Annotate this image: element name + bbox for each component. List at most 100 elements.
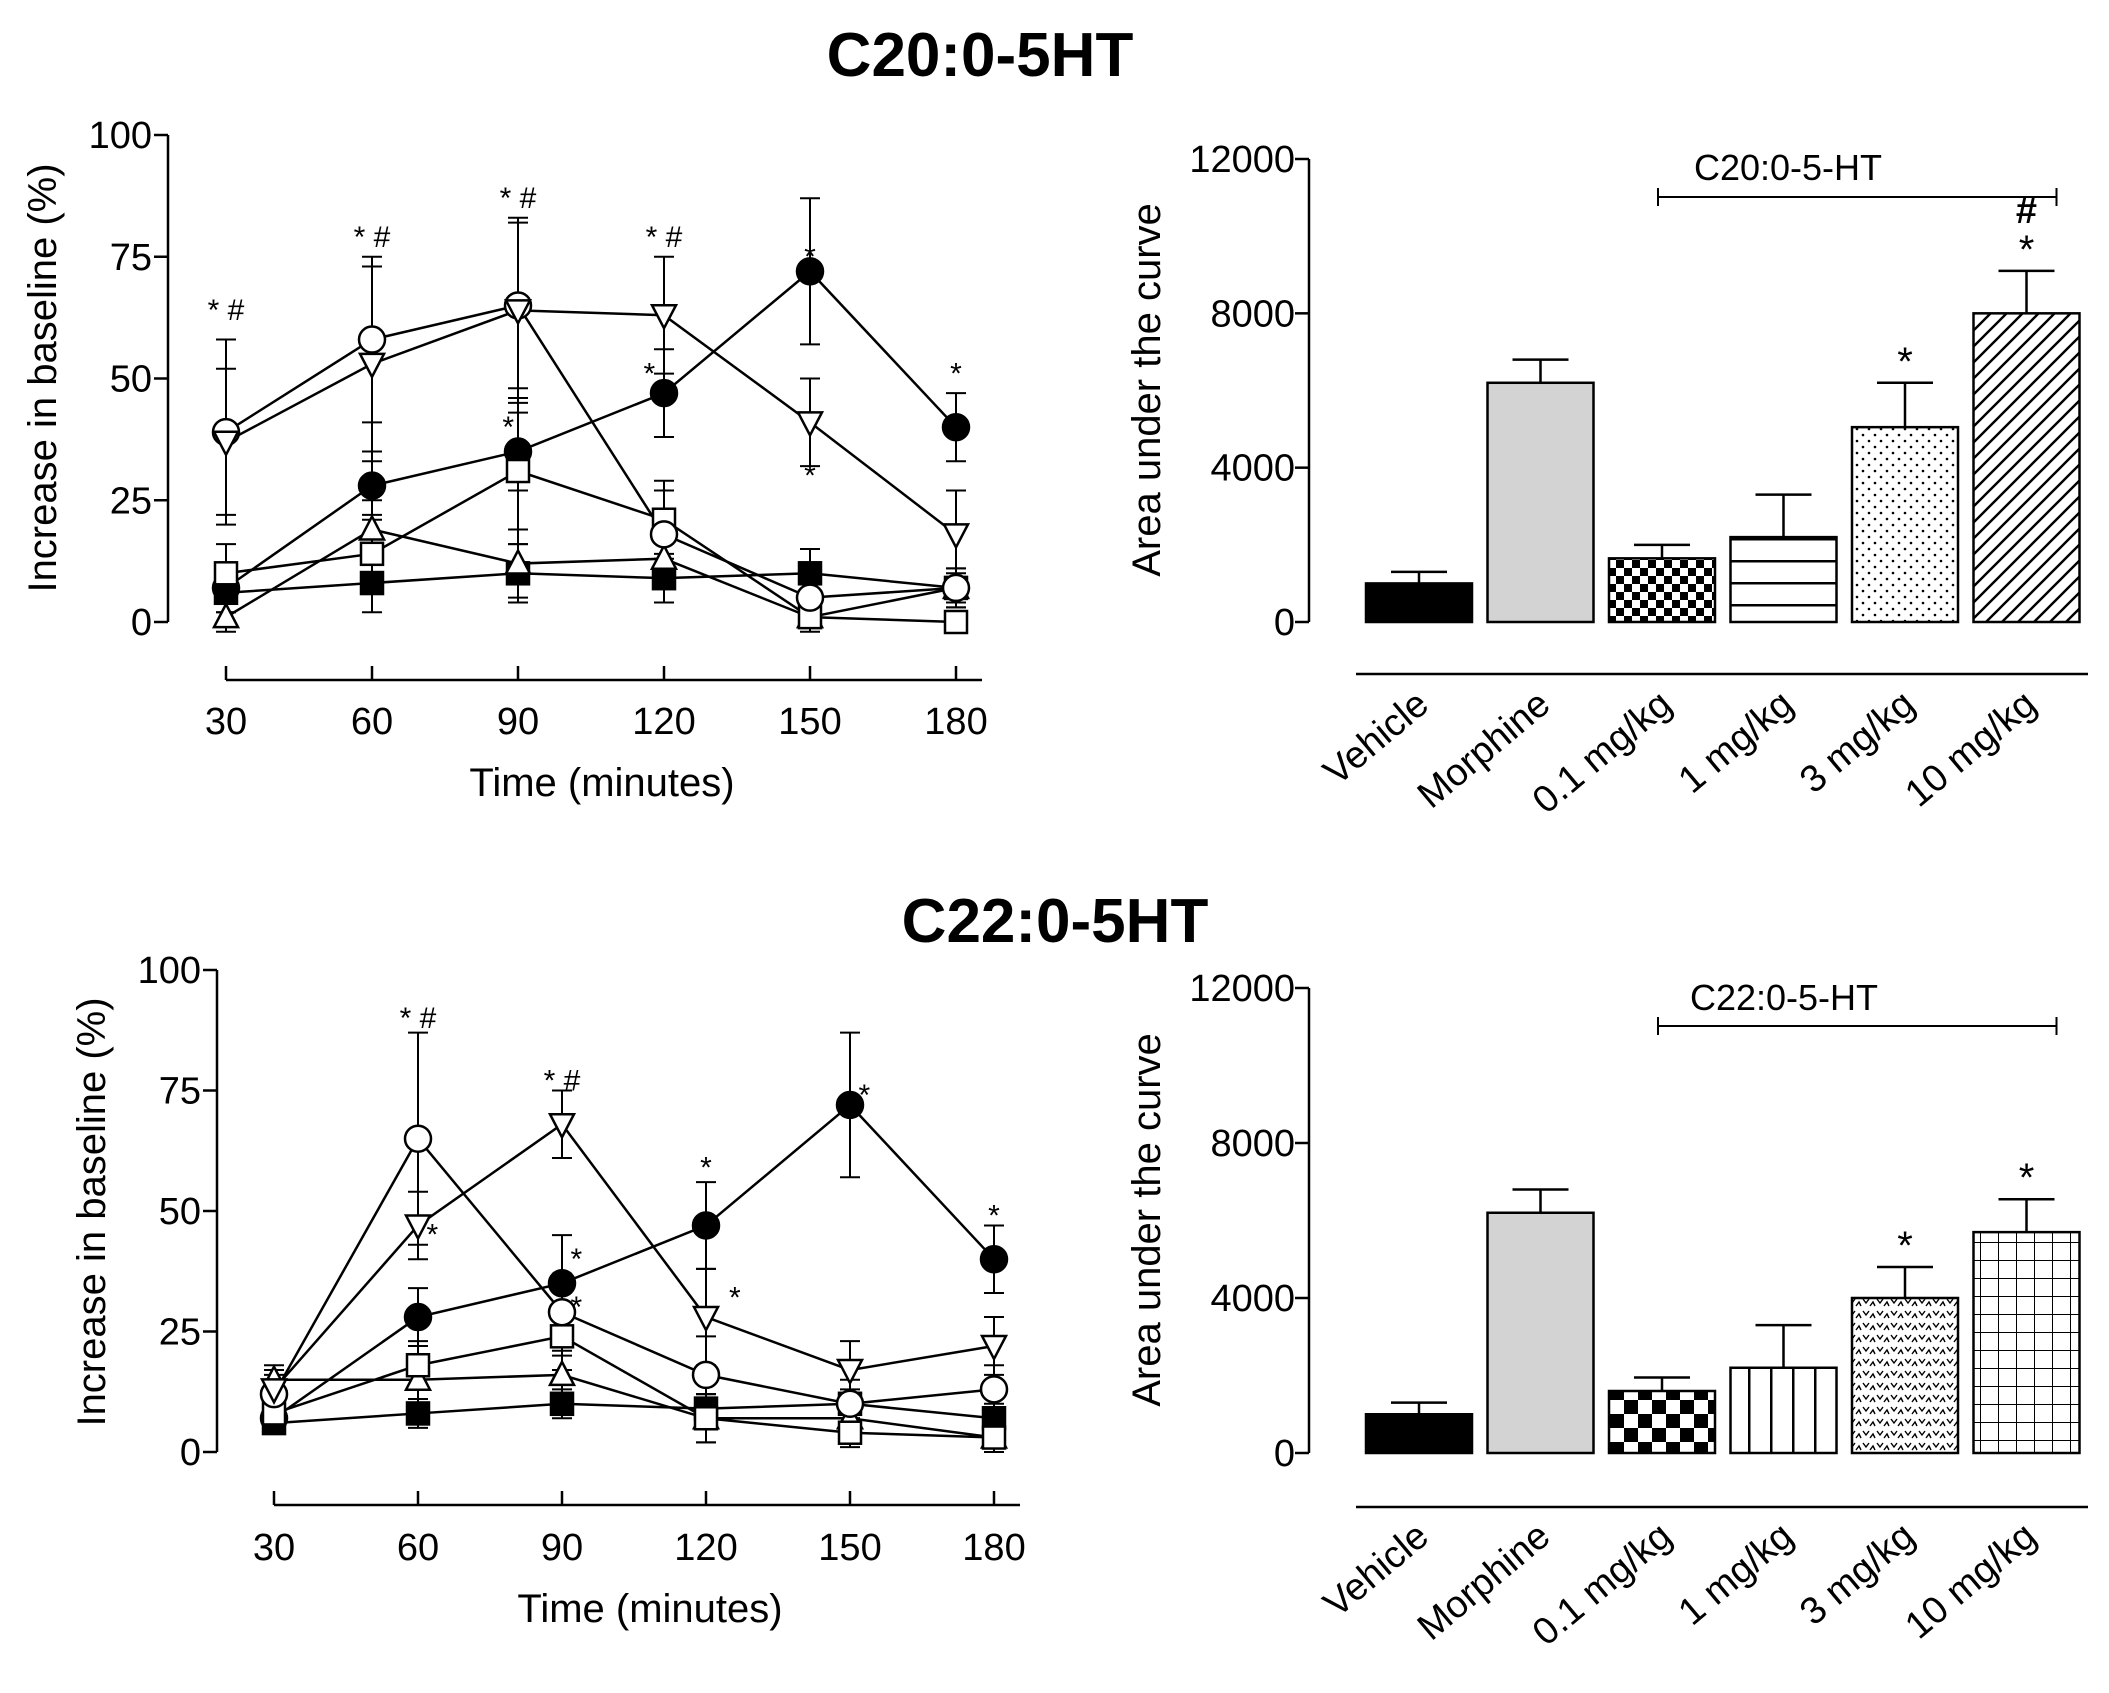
significance-mark: * xyxy=(571,1243,583,1276)
series-line-10-mg-kg xyxy=(225,309,957,536)
significance-mark: * xyxy=(1897,340,1913,384)
x-tick-label: 150 xyxy=(778,701,841,743)
bar-10-mg-kg xyxy=(1972,312,2081,624)
bar-0-1-mg-kg xyxy=(1607,1389,1717,1455)
data-point xyxy=(505,458,531,484)
bar-0-1-mg-kg xyxy=(1607,557,1717,624)
series-line-vehicle xyxy=(273,1402,995,1425)
data-point xyxy=(941,523,971,551)
y-tick-label: 8000 xyxy=(1210,1123,1295,1165)
bar-1-mg-kg xyxy=(1729,535,1838,624)
y-tick-label: 8000 xyxy=(1210,293,1295,335)
x-tick-label: 150 xyxy=(818,1527,881,1569)
data-point xyxy=(211,601,241,629)
x-tick-label: 180 xyxy=(962,1527,1025,1569)
data-point xyxy=(795,411,825,439)
significance-mark: * xyxy=(729,1281,741,1314)
data-point xyxy=(941,573,971,603)
significance-mark: * xyxy=(804,240,816,273)
data-point xyxy=(547,1269,577,1298)
series-line-0-1-mg-kg xyxy=(274,1373,995,1439)
data-point xyxy=(549,1391,575,1417)
data-point xyxy=(213,561,239,586)
y-tick-label: 12000 xyxy=(1189,968,1295,1010)
x-tick-label: 30 xyxy=(205,701,247,743)
series-line-1-mg-kg xyxy=(225,469,957,624)
y-tick-label: 0 xyxy=(1274,602,1295,644)
significance-mark: * # xyxy=(500,182,537,215)
y-tick-label: 12000 xyxy=(1189,139,1295,181)
data-point xyxy=(357,325,387,354)
y-axis-label: Area under the curve xyxy=(1125,203,1169,577)
data-point xyxy=(259,1378,289,1406)
y-tick-label: 25 xyxy=(159,1312,201,1354)
y-tick-label: 25 xyxy=(110,480,152,522)
significance-mark: * xyxy=(1897,1224,1913,1268)
bar-vehicle xyxy=(1364,582,1474,624)
series-line-10-mg-kg xyxy=(273,1122,995,1391)
c22-time-course-panel: 0 25 50 75 100 30 60 90 120 150 180 Time (minutes) I… xyxy=(70,950,1026,1631)
bar-morphine xyxy=(1486,1211,1595,1455)
data-point xyxy=(547,1112,577,1140)
y-tick-label: 0 xyxy=(180,1432,201,1474)
data-point xyxy=(357,352,387,380)
section-title-bottom: C22:0-5HT xyxy=(902,887,1209,956)
bar-3-mg-kg xyxy=(1850,425,1960,624)
x-axis-label: Time (minutes) xyxy=(517,1587,782,1631)
category-label: 10 mg/kg xyxy=(1898,683,2045,816)
data-point xyxy=(651,565,677,591)
data-point xyxy=(649,520,679,549)
y-tick-label: 0 xyxy=(1274,1433,1295,1475)
data-point xyxy=(405,1401,431,1426)
data-point xyxy=(835,1389,865,1419)
data-point xyxy=(359,541,385,567)
bar-vehicle xyxy=(1364,1413,1474,1455)
data-point xyxy=(835,1358,865,1386)
significance-mark: * xyxy=(2019,1156,2035,1200)
data-point xyxy=(359,570,385,596)
data-point xyxy=(943,609,969,635)
category-label: 1 mg/kg xyxy=(1671,1515,1802,1634)
data-point xyxy=(837,1420,863,1445)
bar-3-mg-kg xyxy=(1850,1296,1960,1455)
data-point xyxy=(403,1214,433,1242)
significance-mark: * xyxy=(571,1291,583,1324)
data-point xyxy=(211,430,241,458)
series-line-0-1-mg-kg xyxy=(225,528,957,619)
series-line-3-mg-kg xyxy=(272,1136,995,1406)
significance-mark: * xyxy=(502,411,514,444)
significance-mark: * xyxy=(427,1219,439,1252)
significance-mark: * xyxy=(859,1079,871,1112)
data-point xyxy=(691,1305,721,1333)
data-point xyxy=(357,513,387,541)
data-point xyxy=(981,1425,1007,1450)
data-point xyxy=(691,1211,721,1240)
significance-mark: * # xyxy=(400,1002,437,1035)
y-tick-label: 75 xyxy=(110,237,152,279)
x-axis-label: Time (minutes) xyxy=(469,761,734,805)
data-point xyxy=(547,1297,577,1327)
data-point xyxy=(549,1324,575,1349)
y-tick-label: 100 xyxy=(89,115,152,157)
data-point xyxy=(979,1244,1009,1274)
significance-mark: * xyxy=(988,1199,1000,1232)
significance-mark: * # xyxy=(354,221,391,254)
data-point xyxy=(503,547,533,575)
data-point xyxy=(649,303,679,331)
significance-mark: * xyxy=(644,357,656,390)
significance-mark: * xyxy=(700,1151,712,1184)
section-title-top: C20:0-5HT xyxy=(827,21,1134,90)
significance-mark: * # xyxy=(544,1065,581,1098)
data-point xyxy=(649,542,679,570)
significance-mark: * xyxy=(950,357,962,390)
y-axis-label: Area under the curve xyxy=(1125,1033,1169,1407)
category-label: 10 mg/kg xyxy=(1898,1515,2045,1648)
bar-1-mg-kg xyxy=(1729,1366,1838,1455)
significance-mark: * # xyxy=(646,221,683,254)
y-tick-label: 50 xyxy=(110,359,152,401)
significance-mark: # xyxy=(2016,190,2037,232)
x-tick-label: 60 xyxy=(397,1527,439,1569)
x-tick-label: 30 xyxy=(253,1527,295,1569)
data-point xyxy=(503,299,533,327)
